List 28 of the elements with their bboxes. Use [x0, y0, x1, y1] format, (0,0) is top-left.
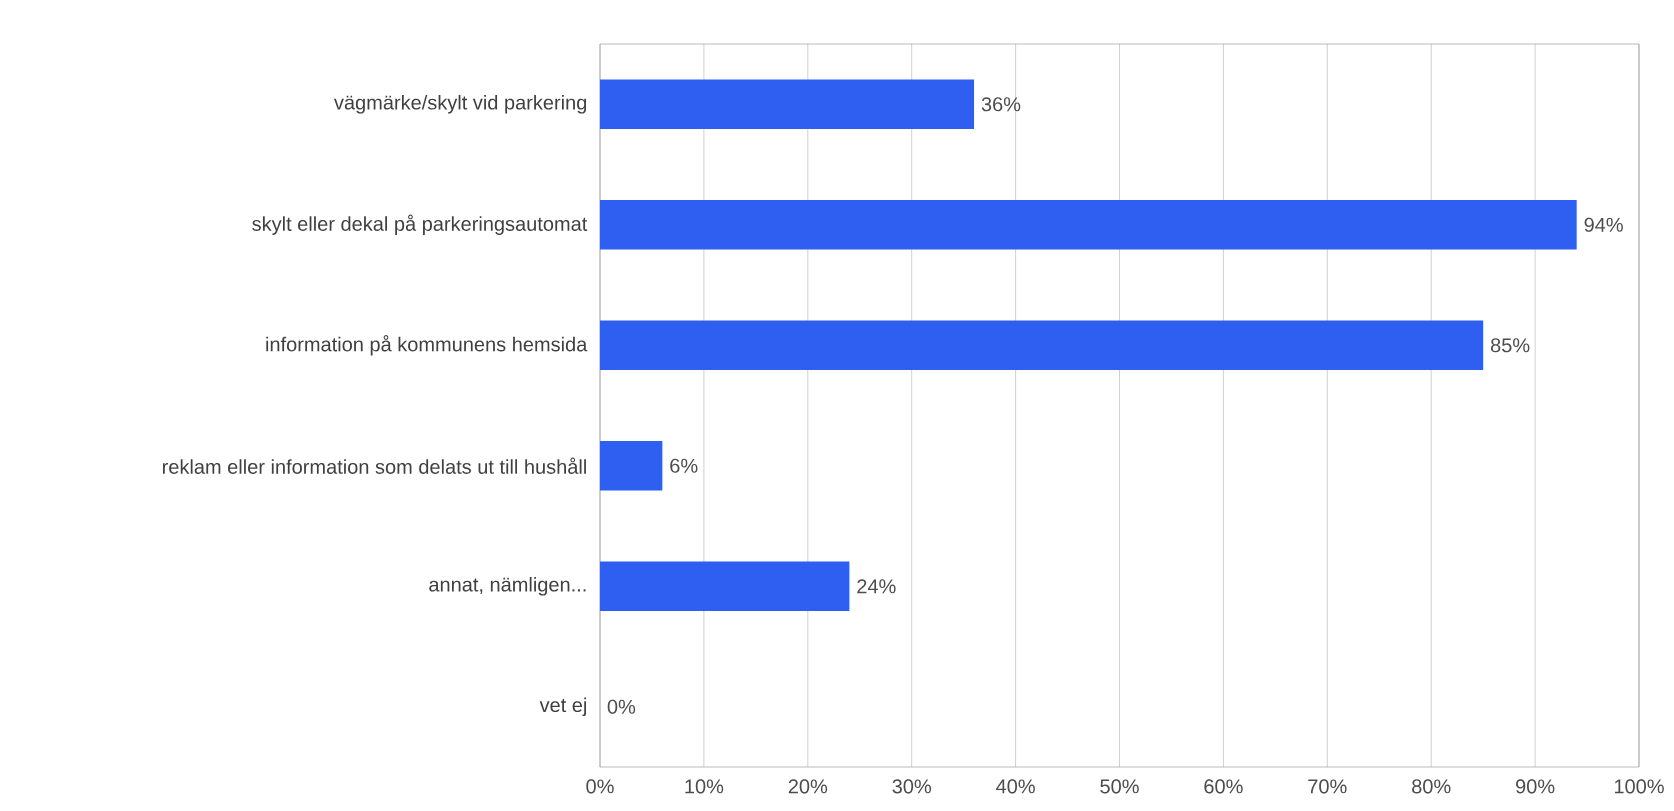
y-tick-label: vägmärke/skylt vid parkering [334, 94, 587, 114]
x-tick-label: 0% [586, 779, 614, 794]
x-tick-label: 100% [1614, 779, 1664, 794]
x-tick-label: 80% [1412, 779, 1451, 794]
data-label: 6% [670, 458, 698, 473]
x-tick-label: 10% [685, 779, 724, 794]
data-label: 94% [1584, 217, 1623, 232]
data-label: 36% [981, 97, 1021, 112]
bar [600, 320, 1484, 370]
x-tick-label: 20% [788, 779, 828, 794]
x-tick-label: 30% [892, 779, 931, 794]
y-tick-label: information på kommunens hemsida [266, 335, 588, 356]
bar [600, 441, 663, 491]
y-tick-label: vet ej [539, 697, 587, 717]
x-tick-label: 60% [1204, 779, 1243, 794]
y-tick-label: skylt eller dekal på parkeringsautomat [252, 214, 588, 235]
y-tick-label: reklam eller information som delats ut till hushåll [162, 457, 586, 474]
bar [600, 200, 1577, 250]
bar [600, 79, 975, 129]
x-tick-label: 90% [1516, 779, 1555, 794]
data-label: 0% [607, 699, 636, 714]
data-label: 24% [857, 579, 896, 594]
y-tick-label: annat, nämligen... [429, 576, 586, 596]
x-tick-label: 40% [996, 779, 1035, 794]
data-label: 85% [1490, 338, 1530, 353]
x-tick-label: 70% [1308, 779, 1347, 794]
bar [600, 561, 850, 611]
x-tick-label: 50% [1100, 779, 1139, 794]
